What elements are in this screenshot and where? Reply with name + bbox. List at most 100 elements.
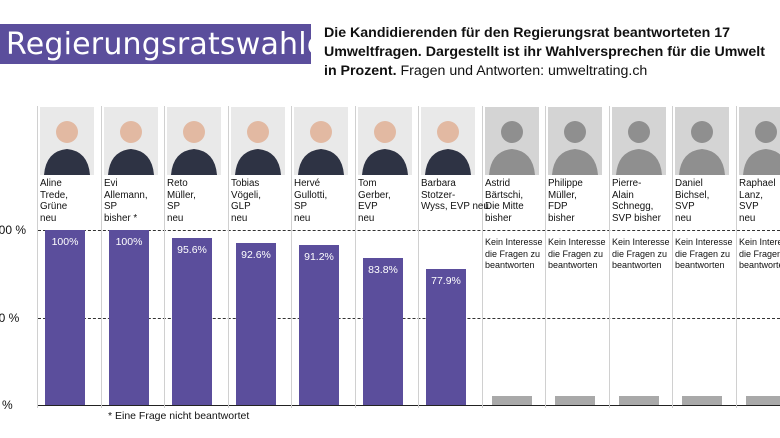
no-answer-note: Kein Interesse die Fragen zu beantworten	[675, 237, 733, 270]
x-axis-baseline	[38, 405, 780, 406]
candidate-name: Pierre- Alain Schnegg, SVP bisher	[612, 178, 661, 224]
candidate-name: Evi Allemann, SP bisher *	[104, 178, 148, 224]
person-portrait-icon	[44, 121, 90, 175]
body-shape	[489, 149, 535, 175]
gridline-100	[38, 230, 780, 231]
candidate-photo	[421, 107, 475, 175]
no-answer-note: Kein Interesse die Fragen zu beantworten	[612, 237, 670, 270]
bar-value-label: 83.8%	[368, 264, 398, 277]
body-shape	[425, 149, 471, 175]
bar	[363, 258, 403, 405]
bar	[426, 268, 466, 405]
body-shape	[552, 149, 598, 175]
no-answer-stub	[492, 396, 532, 405]
candidate-photo	[231, 107, 285, 175]
footnote: * Eine Frage nicht beantwortet	[108, 410, 250, 422]
bar	[45, 230, 85, 405]
no-answer-stub	[746, 396, 780, 405]
candidate-name: Reto Müller, SP neu	[167, 178, 196, 224]
head-shape	[120, 121, 142, 143]
column-divider	[37, 106, 38, 408]
candidate-name: Hervé Gullotti, SP neu	[294, 178, 328, 224]
person-portrait-icon	[298, 121, 344, 175]
column-divider	[545, 106, 546, 408]
candidate-name: Philippe Müller, FDP bisher	[548, 178, 583, 224]
column-divider	[164, 106, 165, 408]
subtitle-source: Fragen und Antworten: umweltrating.ch	[400, 63, 648, 79]
no-answer-stub	[682, 396, 722, 405]
body-shape	[743, 149, 780, 175]
candidate-name: Daniel Bichsel, SVP neu	[675, 178, 710, 224]
candidate-name: Astrid Bärtschi, Die Mitte bisher	[485, 178, 524, 224]
candidate-name: Barbara Stotzer- Wyss, EVP neu	[421, 178, 489, 212]
person-silhouette-icon	[679, 121, 725, 175]
candidate-photo	[104, 107, 158, 175]
candidate-photo	[40, 107, 94, 175]
no-answer-stub	[555, 396, 595, 405]
body-shape	[679, 149, 725, 175]
person-portrait-icon	[171, 121, 217, 175]
no-answer-note: Kein Interesse die Fragen zu beantworten	[548, 237, 606, 270]
no-answer-stub	[619, 396, 659, 405]
head-shape	[437, 121, 459, 143]
no-answer-note: Kein Interesse die Fragen zu beantworten	[485, 237, 543, 270]
head-shape	[247, 121, 269, 143]
bar-value-label: 100%	[115, 236, 143, 248]
candidate-name: Tobias Vögeli, GLP neu	[231, 178, 261, 224]
silhouette-icon	[548, 107, 602, 175]
body-shape	[171, 149, 217, 175]
bar	[109, 230, 149, 405]
column-divider	[736, 106, 737, 408]
body-shape	[362, 149, 408, 175]
candidate-name: Tom Gerber, EVP neu	[358, 178, 391, 224]
column-divider	[418, 106, 419, 408]
person-silhouette-icon	[743, 121, 780, 175]
head-shape	[628, 121, 650, 143]
gridline-50	[38, 317, 780, 319]
candidate-name: Raphael Lanz, SVP neu	[739, 178, 776, 224]
y-tick-label: 100 %	[0, 223, 27, 237]
no-answer-note: Kein Interesse die Fragen zu beantworten	[739, 237, 780, 270]
bar-value-label: 77.9%	[431, 274, 461, 287]
column-divider	[101, 106, 102, 408]
head-shape	[691, 121, 713, 143]
y-tick-label: 0 %	[0, 398, 13, 412]
column-divider	[355, 106, 356, 408]
silhouette-icon	[485, 107, 539, 175]
column-divider	[672, 106, 673, 408]
body-shape	[108, 149, 154, 175]
page-title: Regierungsratswahlen	[6, 27, 345, 62]
body-shape	[616, 149, 662, 175]
bar	[299, 245, 339, 405]
person-silhouette-icon	[552, 121, 598, 175]
bar-value-label: 100%	[51, 236, 79, 248]
bar-value-label: 91.2%	[304, 251, 334, 264]
silhouette-icon	[675, 107, 729, 175]
column-divider	[482, 106, 483, 408]
head-shape	[56, 121, 78, 143]
body-shape	[298, 149, 344, 175]
person-portrait-icon	[362, 121, 408, 175]
candidate-photo	[294, 107, 348, 175]
candidate-name: Aline Trede, Grüne neu	[40, 178, 68, 224]
subtitle-bold: Die Kandidierenden für den Regierungsrat…	[324, 25, 765, 79]
head-shape	[183, 121, 205, 143]
person-portrait-icon	[425, 121, 471, 175]
person-silhouette-icon	[616, 121, 662, 175]
head-shape	[755, 121, 777, 143]
column-divider	[609, 106, 610, 408]
silhouette-icon	[739, 107, 780, 175]
column-divider	[228, 106, 229, 408]
head-shape	[374, 121, 396, 143]
title-banner: Regierungsratswahlen	[0, 24, 344, 64]
candidate-photo	[358, 107, 412, 175]
person-portrait-icon	[235, 121, 281, 175]
column-divider	[291, 106, 292, 408]
bar-value-label: 95.6%	[177, 243, 207, 256]
body-shape	[235, 149, 281, 175]
person-portrait-icon	[108, 121, 154, 175]
bar-value-label: 92.6%	[241, 248, 271, 261]
candidate-photo	[167, 107, 221, 175]
head-shape	[501, 121, 523, 143]
